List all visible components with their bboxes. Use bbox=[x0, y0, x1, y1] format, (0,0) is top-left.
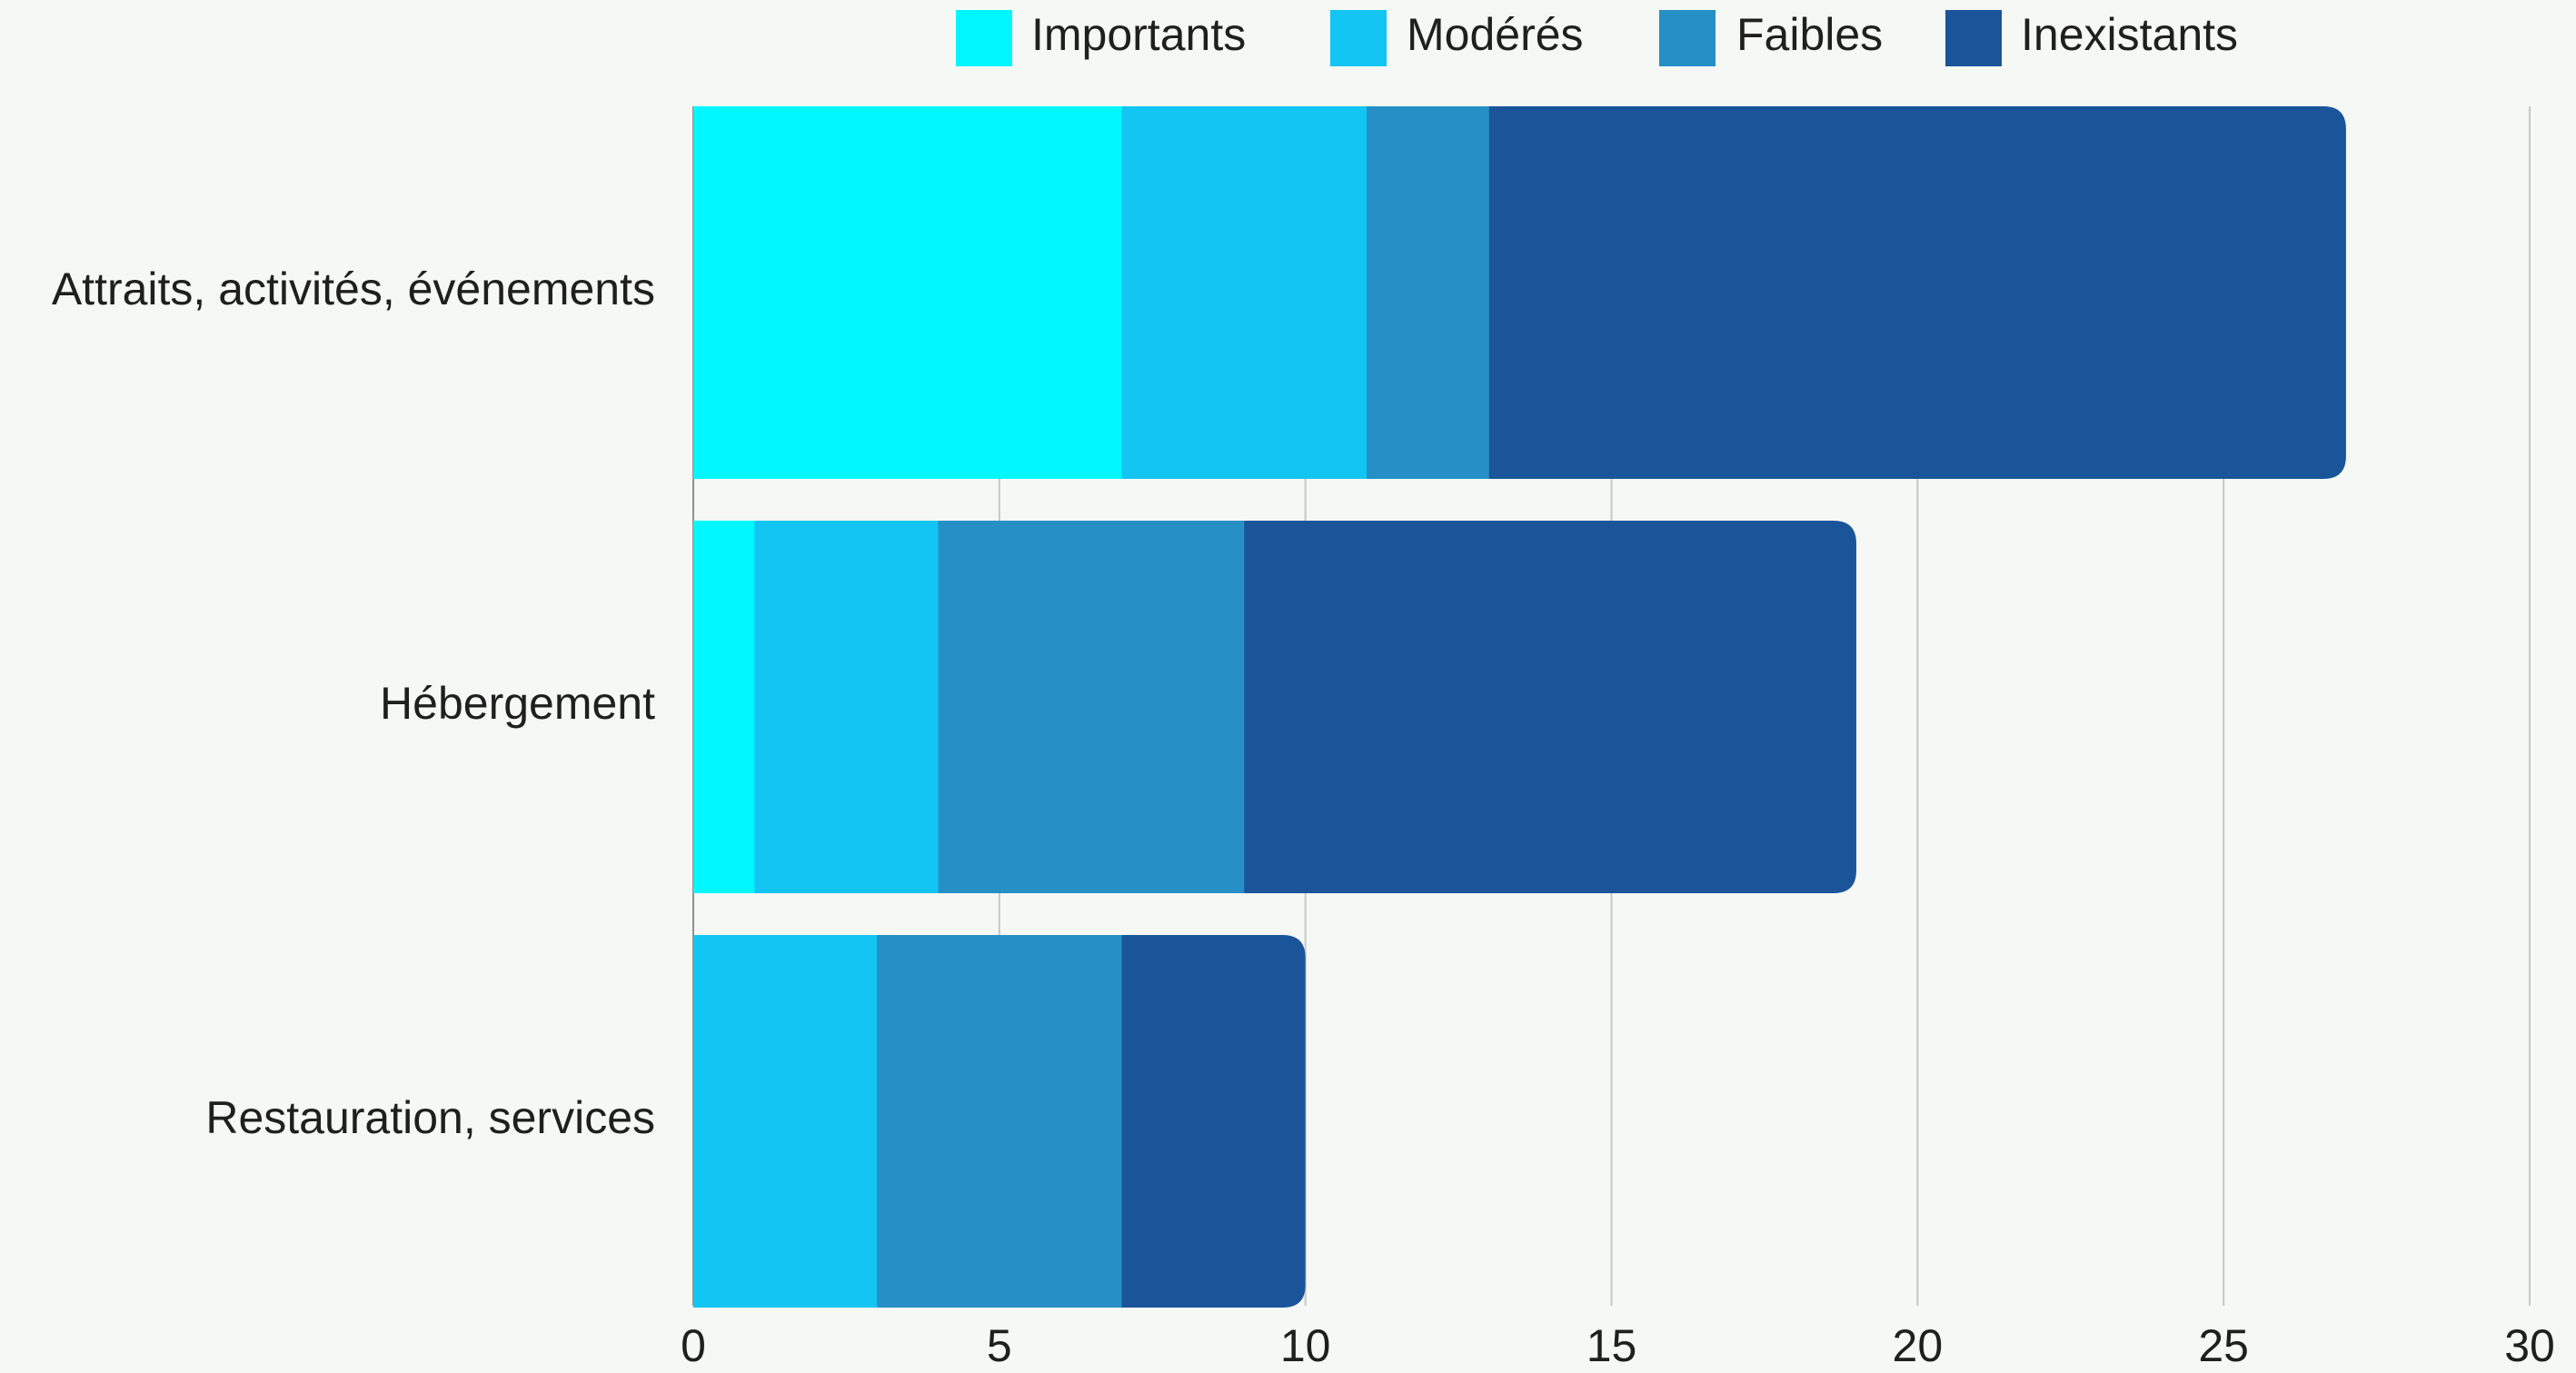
category-label: Restauration, services bbox=[205, 1092, 655, 1143]
legend-swatch bbox=[1659, 10, 1716, 66]
legend-swatch bbox=[1330, 10, 1387, 66]
bar-segment-modérés bbox=[1121, 106, 1368, 479]
x-tick-label: 30 bbox=[2504, 1320, 2555, 1371]
x-tick-label: 5 bbox=[987, 1320, 1012, 1371]
bar-segment-importants bbox=[693, 521, 755, 893]
category-label: Hébergement bbox=[380, 678, 655, 729]
x-tick-label: 10 bbox=[1280, 1320, 1331, 1371]
bar-segment-modérés bbox=[754, 521, 939, 893]
category-label: Attraits, activités, événements bbox=[52, 264, 655, 314]
category-labels: Attraits, activités, événements Hébergeme… bbox=[52, 264, 655, 1143]
legend-label: Inexistants bbox=[2021, 9, 2238, 60]
bar-segment-importants bbox=[693, 106, 1123, 479]
bar-segment-modérés bbox=[693, 935, 878, 1308]
bar-segment-faibles bbox=[938, 521, 1245, 893]
bar-segment-faibles bbox=[1367, 106, 1490, 479]
bars bbox=[693, 106, 2346, 1308]
legend-label: Importants bbox=[1031, 9, 1246, 60]
legend-label: Modérés bbox=[1407, 9, 1584, 60]
bar-segment-inexistants bbox=[1488, 106, 2346, 479]
bar-segment-inexistants bbox=[1244, 521, 1856, 893]
legend: Importants Modérés Faibles Inexistants bbox=[956, 9, 2238, 66]
bar-segment-faibles bbox=[877, 935, 1123, 1308]
legend-label: Faibles bbox=[1736, 9, 1883, 60]
bar-segment-inexistants bbox=[1121, 935, 1306, 1308]
legend-swatch bbox=[1945, 10, 2002, 66]
legend-swatch bbox=[956, 10, 1012, 66]
x-tick-labels: 0 5 10 15 20 25 30 bbox=[681, 1320, 2555, 1371]
x-tick-label: 20 bbox=[1893, 1320, 1944, 1371]
x-tick-label: 0 bbox=[681, 1320, 706, 1371]
x-tick-label: 15 bbox=[1586, 1320, 1637, 1371]
x-tick-label: 25 bbox=[2198, 1320, 2249, 1371]
